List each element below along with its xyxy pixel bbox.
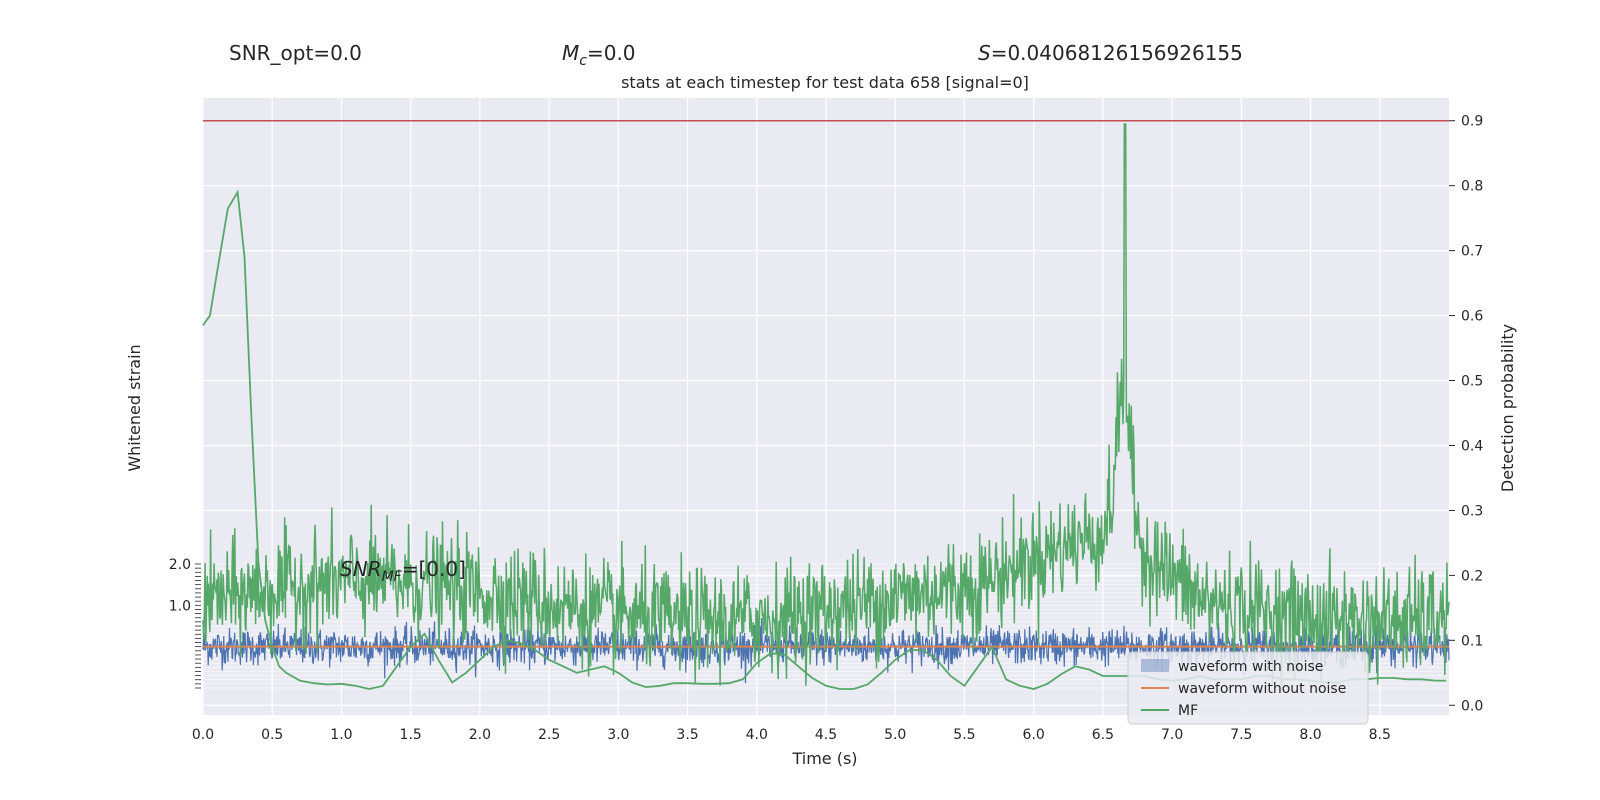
legend-label-noise: waveform with noise [1178,659,1323,675]
legend-label-mf: MF [1178,703,1198,719]
y-right-tick-label: 0.3 [1461,503,1483,519]
y-left-tick-label: 2.0 [169,557,191,573]
x-tick-label: 5.0 [884,727,906,743]
y-right-tick-label: 0.4 [1461,438,1483,454]
y-right-axis-ticks: 0.0 0.1 0.2 0.3 0.4 0.5 0.6 0.7 0.8 0.9 [1449,114,1483,714]
chart-title: stats at each timestep for test data 658… [621,73,1029,92]
snr-mf-label: SNRMF=[0.0] [340,557,466,585]
x-tick-label: 3.5 [676,727,698,743]
x-tick-label: 4.5 [815,727,837,743]
x-axis-ticks: 0.0 0.5 1.0 1.5 2.0 2.5 3.0 3.5 4.0 4.5 5.0 5.5 6.0 6… [192,727,1391,743]
x-tick-label: 5.5 [953,727,975,743]
y-right-tick-label: 0.9 [1461,114,1483,130]
legend-label-clean: waveform without noise [1178,681,1346,697]
y-right-tick-label: 0.6 [1461,309,1483,325]
x-tick-label: 2.5 [538,727,560,743]
x-tick-label: 8.5 [1369,727,1391,743]
y-right-tick-label: 0.0 [1461,698,1483,714]
y-left-axis-label: Whitened strain [125,344,144,471]
chirp-mass-label: Mc=0.0 [562,41,636,69]
y-right-tick-label: 0.1 [1461,633,1483,649]
x-tick-label: 2.0 [469,727,491,743]
x-tick-label: 1.0 [330,727,352,743]
x-tick-label: 6.0 [1023,727,1045,743]
x-axis-label: Time (s) [791,749,857,768]
snr-opt-label: SNR_opt=0.0 [229,41,362,65]
y-right-axis-label: Detection probability [1498,324,1517,492]
x-tick-label: 7.5 [1230,727,1252,743]
y-right-tick-label: 0.7 [1461,244,1483,260]
x-tick-label: 7.0 [1161,727,1183,743]
y-right-tick-label: 0.8 [1461,179,1483,195]
legend: waveform with noise waveform without noi… [1127,651,1369,725]
x-tick-label: 3.0 [607,727,629,743]
x-tick-label: 0.5 [261,727,283,743]
score-label: S=0.04068126156926155 [978,41,1243,65]
y-left-tick-label: 1.0 [169,598,191,614]
x-tick-label: 1.5 [400,727,422,743]
y-left-axis-ticks: 2.0 1.0 [169,557,191,614]
legend-swatch-noise [1141,659,1169,672]
series-mf-noisy [202,123,1450,686]
legend-box [1127,651,1369,725]
y-right-tick-label: 0.5 [1461,374,1483,390]
x-tick-label: 0.0 [192,727,214,743]
x-tick-label: 8.0 [1299,727,1321,743]
x-tick-label: 6.5 [1092,727,1114,743]
y-right-tick-label: 0.2 [1461,568,1483,584]
x-tick-label: 4.0 [746,727,768,743]
